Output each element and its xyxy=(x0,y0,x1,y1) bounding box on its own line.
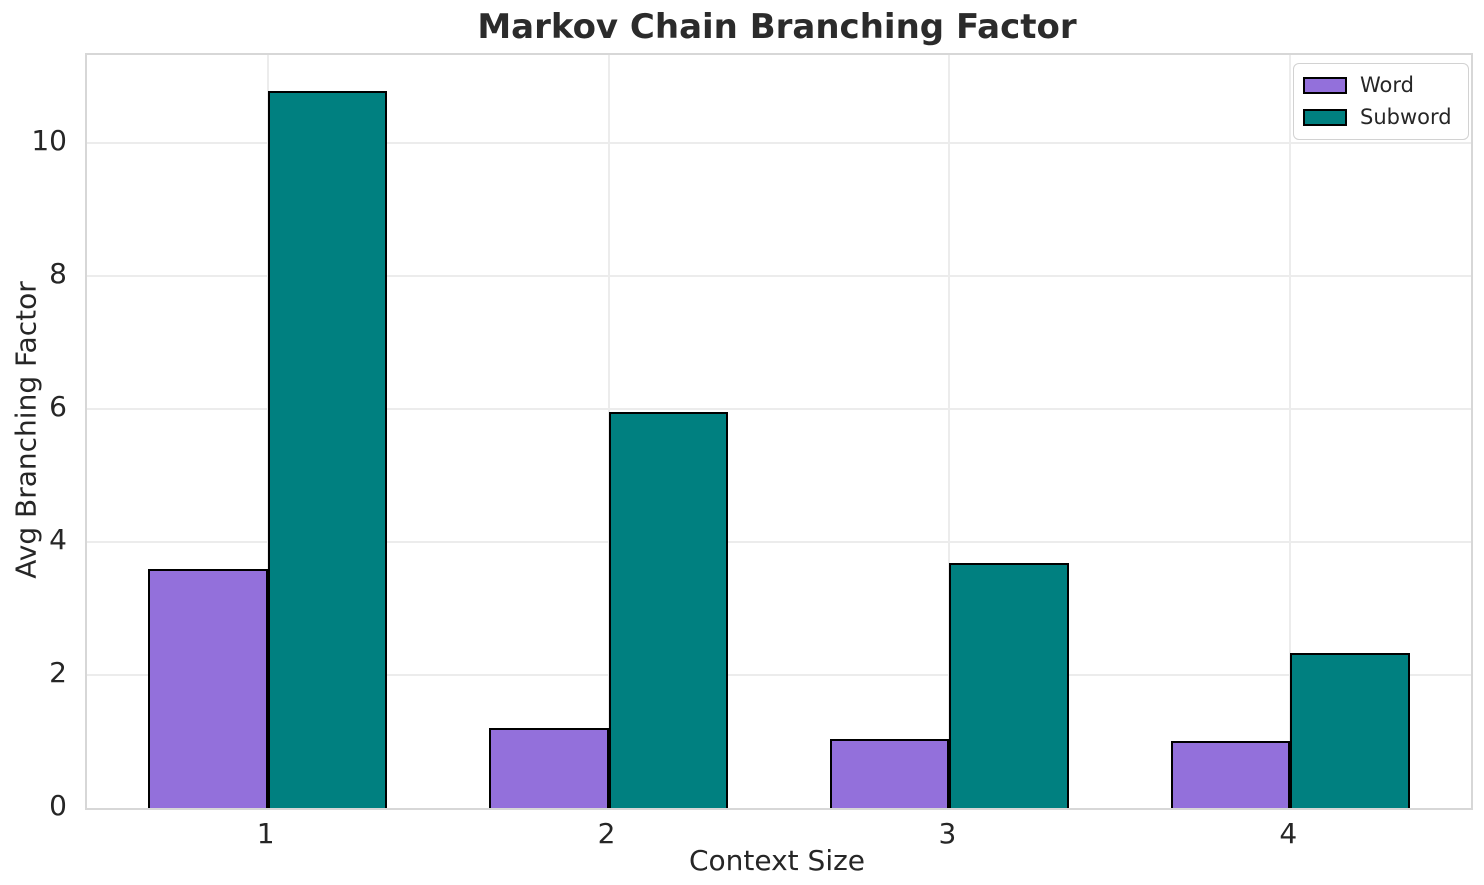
bar-subword-1 xyxy=(267,90,387,808)
legend: Word Subword xyxy=(1293,63,1469,140)
ytick-label-4: 4 xyxy=(49,522,67,556)
xtick-label-2: 2 xyxy=(597,817,616,850)
ytick-label-0: 0 xyxy=(49,789,67,822)
bar-word-2 xyxy=(489,728,609,808)
bar-subword-4 xyxy=(1290,653,1410,808)
plot-area xyxy=(85,53,1473,810)
xtick-label-1: 1 xyxy=(256,817,275,850)
legend-item-subword: Subword xyxy=(1303,105,1452,130)
gridline-y-2 xyxy=(87,673,1471,676)
ytick-label-8: 8 xyxy=(49,256,67,290)
xtick-label-3: 3 xyxy=(938,817,957,850)
x-axis-label: Context Size xyxy=(688,844,866,877)
bar-subword-3 xyxy=(949,563,1069,808)
gridline-y-10 xyxy=(87,141,1471,144)
ytick-label-6: 6 xyxy=(49,389,67,423)
xtick-label-4: 4 xyxy=(1279,817,1298,850)
gridline-x-3 xyxy=(948,55,951,808)
legend-label-subword: Subword xyxy=(1360,105,1452,129)
bar-word-1 xyxy=(148,568,268,808)
bar-word-3 xyxy=(830,739,950,808)
gridline-y-6 xyxy=(87,407,1471,410)
chart-title: Markov Chain Branching Factor xyxy=(477,7,1077,47)
ytick-label-10: 10 xyxy=(31,123,67,157)
bar-word-4 xyxy=(1171,741,1291,808)
gridline-x-4 xyxy=(1289,55,1292,808)
gridline-y-4 xyxy=(87,540,1471,543)
legend-swatch-subword-icon xyxy=(1303,109,1347,126)
legend-swatch-word-icon xyxy=(1303,77,1347,94)
legend-label-word: Word xyxy=(1360,73,1414,97)
gridline-y-8 xyxy=(87,274,1471,277)
bar-subword-2 xyxy=(608,412,728,808)
legend-item-word: Word xyxy=(1303,73,1452,98)
ytick-label-2: 2 xyxy=(49,655,67,689)
